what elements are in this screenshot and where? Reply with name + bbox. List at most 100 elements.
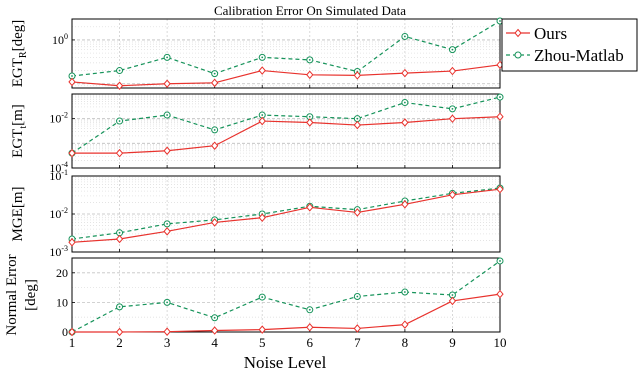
x-tick-label: 2 xyxy=(116,335,123,350)
data-point-ours xyxy=(68,148,76,158)
data-point-dot-zhou-matlab xyxy=(118,305,121,308)
data-point-dot-zhou-matlab xyxy=(71,75,73,77)
data-point-dot-zhou-matlab xyxy=(261,114,264,116)
series-line-ours xyxy=(71,188,501,243)
data-point-dot-zhou-matlab xyxy=(499,20,501,22)
data-point-dot-zhou-matlab xyxy=(403,101,406,104)
axes-frame xyxy=(71,93,501,169)
data-point-ours xyxy=(306,203,314,212)
data-point-ours xyxy=(401,320,409,329)
data-point-dot-zhou-matlab xyxy=(118,120,121,122)
data-point-ours xyxy=(353,120,361,130)
data-point-ours xyxy=(401,200,409,209)
x-tick-label: 7 xyxy=(354,335,361,350)
data-point-ours xyxy=(258,116,266,126)
y-axis-label: EGTR[deg] xyxy=(10,20,29,88)
series-line-zhou-matlab xyxy=(71,187,501,240)
y-tick-label: 20 xyxy=(56,266,68,280)
legend-label-zhou-matlab: Zhou-Matlab xyxy=(534,46,624,65)
y-axis-label-unit: [deg] xyxy=(23,279,39,311)
series-line-ours xyxy=(71,64,501,87)
series-zhou-matlab xyxy=(68,257,504,336)
data-point-dot-zhou-matlab xyxy=(118,69,121,72)
axes-frame xyxy=(71,257,501,333)
data-point-dot-zhou-matlab xyxy=(308,308,311,311)
data-point-ours xyxy=(353,208,361,217)
x-tick-label: 9 xyxy=(449,335,456,350)
series-zhou-matlab xyxy=(68,17,504,80)
subplot-4: 0 10 20 Normal Error [deg] 1 2 3 4 5 6 7 8 9 10 xyxy=(4,254,507,350)
data-point-ours xyxy=(306,70,314,80)
data-point-dot-zhou-matlab xyxy=(213,72,216,75)
x-tick-label: 8 xyxy=(402,335,409,350)
y-axis-label: EGTt[m] xyxy=(10,104,29,158)
x-tick-label: 5 xyxy=(259,335,266,350)
data-point-ours xyxy=(115,234,124,244)
data-point-ours xyxy=(163,327,171,336)
data-point-dot-zhou-matlab xyxy=(451,107,454,110)
data-point-ours xyxy=(353,324,361,333)
data-point-ours xyxy=(353,71,361,80)
grid xyxy=(72,176,500,252)
legend-marker-zhou-matlab xyxy=(514,51,522,59)
data-point-dot-zhou-matlab xyxy=(261,56,264,59)
data-point-ours xyxy=(448,114,457,123)
y-tick-label: 10-1 xyxy=(49,168,68,183)
data-point-ours xyxy=(496,289,504,299)
series-ours xyxy=(68,184,504,247)
x-tick-label: 4 xyxy=(211,335,218,350)
series-line-ours xyxy=(72,293,501,333)
y-tick-label: 10-3 xyxy=(49,244,68,259)
data-point-dot-zhou-matlab xyxy=(499,260,501,262)
data-point-ours xyxy=(258,66,266,75)
series-line-zhou-matlab xyxy=(71,20,501,77)
data-point-dot-zhou-matlab xyxy=(166,56,169,59)
x-tick-label: 1 xyxy=(69,335,76,350)
y-tick-label: 10-2 xyxy=(49,206,68,221)
grid xyxy=(72,94,500,168)
series-ours xyxy=(68,112,504,158)
data-point-dot-zhou-matlab xyxy=(403,35,406,38)
data-point-ours xyxy=(163,227,171,236)
data-point-dot-zhou-matlab xyxy=(166,222,169,225)
y-axis-label: MGE[m] xyxy=(10,187,26,242)
series-zhou-matlab xyxy=(68,184,504,243)
subplot-1: 100 EGTR[deg] xyxy=(10,17,504,91)
y-tick-label: 10-2 xyxy=(49,111,68,126)
series-line-zhou-matlab xyxy=(71,96,501,154)
legend-box xyxy=(501,18,638,72)
legend-label-ours: Ours xyxy=(534,24,567,43)
data-point-ours xyxy=(211,218,219,227)
data-point-ours xyxy=(496,112,504,121)
data-point-ours xyxy=(306,322,314,332)
data-point-ours xyxy=(496,184,504,194)
series-line-ours xyxy=(72,116,501,154)
data-point-ours xyxy=(306,118,314,127)
data-point-dot-zhou-matlab xyxy=(308,59,311,61)
data-point-ours xyxy=(258,213,266,222)
data-point-ours xyxy=(68,238,76,247)
y-tick-label: 10 xyxy=(56,295,68,309)
data-point-ours xyxy=(401,68,409,78)
x-axis-label: Noise Level xyxy=(244,353,327,372)
subplot-3: 10-3 10-2 10-1 MGE[m] xyxy=(10,168,504,259)
y-tick-label: 100 xyxy=(52,32,68,47)
data-point-dot-zhou-matlab xyxy=(118,231,121,234)
grid xyxy=(72,19,500,88)
data-point-dot-zhou-matlab xyxy=(166,301,169,304)
data-point-dot-zhou-matlab xyxy=(499,96,501,98)
data-point-ours xyxy=(211,141,219,150)
data-point-dot-zhou-matlab xyxy=(213,316,216,319)
x-tick-label: 10 xyxy=(494,335,507,350)
data-point-ours xyxy=(115,81,124,91)
data-point-ours xyxy=(115,148,124,158)
x-tick-label: 6 xyxy=(307,335,314,350)
series-ours xyxy=(68,289,504,337)
data-point-ours xyxy=(163,79,171,89)
data-point-dot-zhou-matlab xyxy=(403,291,406,293)
data-point-dot-zhou-matlab xyxy=(356,117,359,120)
subplot-panels: 100EGTR[deg]10-410-2EGTt[m]10-310-210-1M… xyxy=(4,17,507,350)
data-point-ours xyxy=(448,296,457,306)
